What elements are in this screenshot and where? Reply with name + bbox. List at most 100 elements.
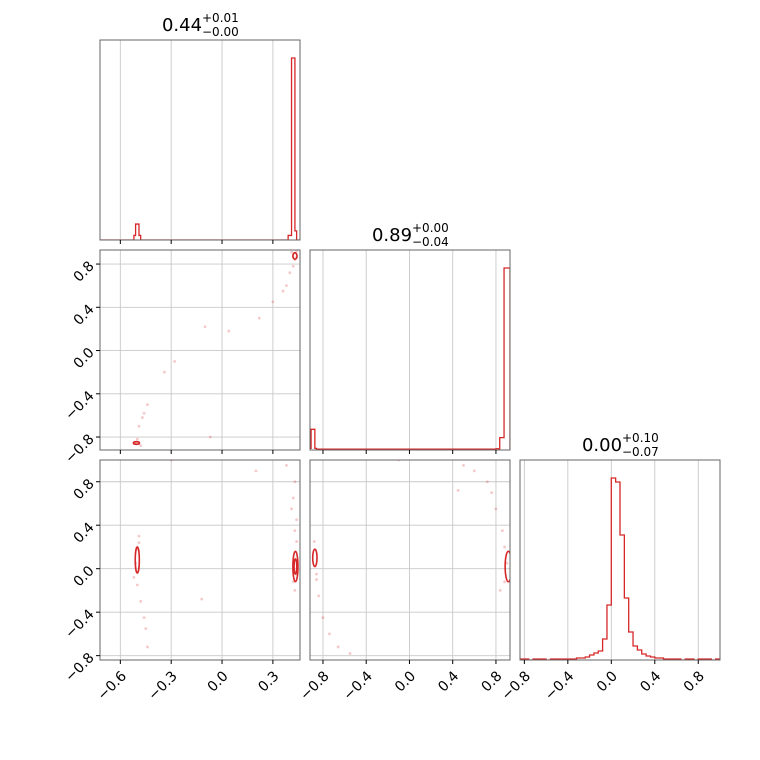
- x-tick-label-1-2: 0.0: [392, 668, 419, 695]
- x-tick-label-0-1: −0.3: [145, 668, 180, 703]
- panel-titles: 0.44 +0.01−0.00 0.89 +0.00−0.04 0.00 +0.10−0.…: [162, 11, 659, 459]
- panel-frame: [519, 459, 721, 661]
- y-tick-labels: −0.8 −0.4 0.0 0.4 0.8 −0.8 −0.4 0.0 0.4 0.8: [62, 258, 97, 685]
- scatter-point-13: [163, 370, 166, 374]
- panel-frame: [309, 459, 511, 661]
- histogram-step: [520, 477, 720, 660]
- title-plus-2: +0.10: [622, 431, 659, 445]
- title-median-2: 0.00: [582, 435, 622, 456]
- scatter-point-20: [200, 597, 204, 601]
- title-minus-1: −0.04: [412, 235, 449, 249]
- scatter-point-14: [295, 540, 299, 543]
- y-tick-label-2-0: −0.8: [62, 650, 97, 685]
- density-contours: [134, 546, 299, 583]
- scatter-points: [134, 250, 299, 448]
- title-median-1: 0.89: [372, 225, 412, 246]
- hist-panel-param-1: [99, 39, 301, 244]
- scatter-point-19: [139, 444, 143, 448]
- scatter-point-6: [348, 652, 352, 655]
- gridlines: [310, 460, 510, 660]
- y-tick-label-1-0: −0.8: [62, 431, 97, 466]
- gridlines: [119, 40, 274, 240]
- contour-1: [504, 550, 510, 583]
- y-tick-label-2-4: 0.8: [71, 476, 98, 503]
- panel-frame: [99, 249, 301, 451]
- scatter-point-10: [203, 325, 207, 329]
- density-contours: [132, 251, 298, 446]
- panel-frame: [99, 459, 301, 661]
- scatter-point-4: [135, 583, 139, 587]
- scatter-point-8: [485, 480, 489, 484]
- scatter-point-13: [293, 529, 297, 533]
- title-minus-0: −0.00: [202, 25, 239, 39]
- scatter-point-16: [293, 589, 297, 592]
- scatter-point-12: [173, 359, 176, 363]
- gridlines: [100, 460, 300, 660]
- scatter-point-0: [137, 541, 141, 545]
- y-tick-label-1-3: 0.4: [71, 302, 98, 329]
- scatter-point-9: [494, 507, 498, 511]
- scatter-point-10: [293, 480, 297, 484]
- scatter-point-12: [505, 561, 509, 565]
- scatter-point-22: [254, 469, 258, 473]
- scatter-point-5: [291, 264, 295, 268]
- hist-panel-param-2: [309, 249, 511, 454]
- y-tick-label-2-2: 0.0: [71, 563, 98, 590]
- title-minus-2: −0.07: [622, 445, 659, 459]
- x-tick-label-2-2: 0.0: [594, 668, 621, 695]
- scatter-point-11: [291, 496, 295, 500]
- scatter-point-12: [295, 518, 299, 522]
- scatter-point-11: [227, 329, 231, 333]
- hist-panel-param-3: [519, 459, 721, 664]
- x-tick-label-0-0: −0.6: [95, 668, 130, 703]
- scatter-point-16: [137, 424, 141, 428]
- scatter-point-16: [462, 464, 465, 467]
- scatter-point-2: [317, 594, 321, 598]
- scatter-point-19: [490, 491, 494, 495]
- gridlines: [322, 250, 497, 450]
- y-tick-label-1-4: 0.8: [71, 258, 98, 285]
- scatter-point-18: [456, 489, 460, 492]
- x-tick-label-1-1: −0.4: [340, 668, 375, 703]
- scatter-point-14: [498, 589, 502, 592]
- title-plus-1: +0.00: [412, 221, 449, 235]
- histogram-step: [100, 57, 300, 240]
- x-tick-label-0-2: 0.0: [205, 668, 232, 695]
- scatter-points: [312, 460, 509, 655]
- panel-frame: [99, 39, 301, 241]
- contour-1: [132, 440, 141, 446]
- scatter-point-14: [146, 403, 149, 406]
- scatter-point-8: [146, 645, 149, 649]
- scatter-point-7: [281, 289, 285, 293]
- contour-0: [311, 548, 318, 568]
- scatter-point-5: [336, 645, 340, 649]
- scatter-point-9: [257, 316, 261, 320]
- scatter-point-3: [290, 250, 293, 254]
- y-tick-label-1-1: −0.4: [62, 388, 97, 423]
- density-contours: [311, 548, 510, 583]
- scatter-point-0: [312, 540, 316, 543]
- scatter-point-17: [135, 437, 139, 441]
- scatter-point-19: [285, 464, 288, 467]
- scatter-point-3: [132, 575, 136, 579]
- scatter-point-22: [285, 284, 288, 288]
- scatter-point-1: [315, 572, 318, 576]
- scatter-point-4: [328, 632, 331, 636]
- scatter-panel-param-2-vs-param-1: [96, 249, 301, 454]
- scatter-point-20: [142, 411, 146, 415]
- contour-0: [292, 550, 299, 583]
- contour-1: [293, 558, 298, 575]
- y-tick-label-2-1: −0.4: [62, 606, 97, 641]
- x-tick-label-2-0: −0.8: [499, 668, 534, 703]
- scatter-point-8: [271, 300, 275, 304]
- scatter-point-21: [208, 435, 212, 439]
- scatter-panel-param-3-vs-param-2: [309, 459, 511, 664]
- scatter-point-11: [503, 545, 506, 549]
- x-tick-label-2-1: −0.4: [542, 668, 577, 703]
- x-tick-label-0-3: 0.3: [255, 668, 282, 695]
- y-tick-label-2-3: 0.4: [71, 519, 98, 546]
- panel-frame: [309, 249, 511, 451]
- scatter-point-6: [288, 271, 292, 275]
- scatter-point-6: [142, 616, 146, 620]
